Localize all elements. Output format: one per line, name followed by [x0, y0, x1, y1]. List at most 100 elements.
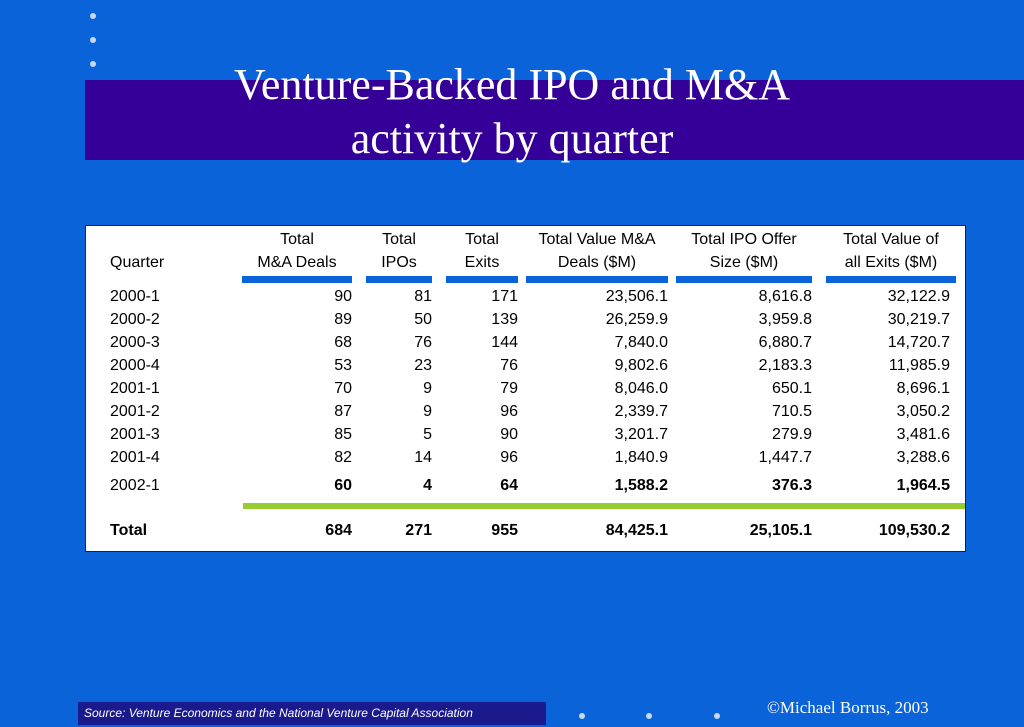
latest-quarter-divider	[243, 503, 965, 509]
header-quarter: Quarter	[110, 254, 165, 271]
decorative-dot	[90, 37, 96, 43]
total-quarter: Total	[110, 522, 148, 539]
header-underline	[242, 276, 352, 283]
cell-total-value-ma: 8,046.0	[614, 380, 668, 397]
cell-total-value-exits: 32,122.9	[887, 288, 950, 305]
cell-total-exits: 171	[491, 288, 518, 305]
cell-total-exits: 139	[491, 311, 518, 328]
header-total-ipos-line1: Total	[382, 231, 416, 248]
decorative-dot	[714, 713, 720, 719]
cell-total-value-ma: 3,201.7	[614, 426, 668, 443]
title-line-2: activity by quarter	[350, 114, 674, 163]
cell-quarter: 2001-2	[110, 403, 160, 420]
header-underline	[366, 276, 432, 283]
header-total-ma-deals-line1: Total	[280, 231, 314, 248]
source-note: Source: Venture Economics and the Nation…	[78, 702, 546, 725]
header-total-ipos-line2: IPOs	[381, 254, 417, 271]
cell-total-ipo-offer: 3,959.8	[758, 311, 812, 328]
cell-total-ipos: 9	[423, 403, 432, 420]
cell-total-value-ma: 1,588.2	[614, 477, 668, 494]
copyright-note: ©Michael Borrus, 2003	[767, 698, 929, 717]
cell-total-ipos: 76	[414, 334, 432, 351]
cell-quarter: 2002-1	[110, 477, 160, 494]
cell-quarter: 2001-3	[110, 426, 160, 443]
cell-total-ipo-offer: 2,183.3	[758, 357, 812, 374]
total-total-value-exits: 109,530.2	[878, 522, 950, 539]
cell-total-ma-deals: 70	[334, 380, 352, 397]
cell-quarter: 2000-4	[110, 357, 160, 374]
cell-total-ipos: 81	[414, 288, 432, 305]
cell-total-ma-deals: 68	[334, 334, 352, 351]
cell-total-ma-deals: 85	[334, 426, 352, 443]
slide-title: Venture-Backed IPO and M&A activity by q…	[0, 58, 1024, 166]
cell-total-value-exits: 3,288.6	[896, 449, 950, 466]
header-underline	[446, 276, 518, 283]
cell-total-value-ma: 26,259.9	[605, 311, 668, 328]
cell-total-exits: 79	[500, 380, 518, 397]
cell-total-value-exits: 30,219.7	[887, 311, 950, 328]
cell-total-exits: 76	[500, 357, 518, 374]
cell-total-ma-deals: 53	[334, 357, 352, 374]
header-total-ma-deals-line2: M&A Deals	[257, 254, 337, 271]
cell-total-value-ma: 23,506.1	[605, 288, 668, 305]
cell-total-ipos: 23	[414, 357, 432, 374]
decorative-dot	[646, 713, 652, 719]
cell-quarter: 2000-3	[110, 334, 160, 351]
decorative-dot	[579, 713, 585, 719]
cell-total-ma-deals: 87	[334, 403, 352, 420]
title-band	[85, 80, 1024, 160]
header-total-exits-line1: Total	[465, 231, 499, 248]
total-total-ma-deals: 684	[325, 522, 352, 539]
cell-total-ipo-offer: 6,880.7	[758, 334, 812, 351]
header-underline	[526, 276, 668, 283]
cell-total-exits: 96	[500, 403, 518, 420]
header-total-value-exits-line1: Total Value of	[843, 231, 939, 248]
cell-total-value-exits: 1,964.5	[896, 477, 950, 494]
cell-total-value-exits: 11,985.9	[888, 357, 950, 374]
cell-total-value-ma: 1,840.9	[614, 449, 668, 466]
cell-total-value-exits: 3,481.6	[896, 426, 950, 443]
cell-total-value-ma: 2,339.7	[614, 403, 668, 420]
cell-total-value-exits: 8,696.1	[896, 380, 950, 397]
cell-total-value-ma: 7,840.0	[614, 334, 668, 351]
cell-total-ma-deals: 82	[334, 449, 352, 466]
cell-total-ipos: 50	[414, 311, 432, 328]
cell-total-value-exits: 3,050.2	[896, 403, 950, 420]
cell-total-ipos: 5	[423, 426, 432, 443]
cell-total-value-exits: 14,720.7	[887, 334, 950, 351]
cell-total-ma-deals: 90	[334, 288, 352, 305]
total-total-ipos: 271	[405, 522, 432, 539]
header-total-value-ma-line1: Total Value M&A	[538, 231, 656, 248]
cell-quarter: 2000-2	[110, 311, 160, 328]
cell-total-exits: 90	[500, 426, 518, 443]
header-total-ipo-offer-line2: Size ($M)	[709, 254, 779, 271]
header-total-value-ma-line2: Deals ($M)	[557, 254, 637, 271]
header-total-ipo-offer-line1: Total IPO Offer	[691, 231, 797, 248]
cell-total-exits: 144	[491, 334, 518, 351]
decorative-dot	[90, 61, 96, 67]
cell-quarter: 2001-4	[110, 449, 160, 466]
header-total-value-exits-line2: all Exits ($M)	[844, 254, 938, 271]
cell-quarter: 2001-1	[110, 380, 160, 397]
cell-total-ipo-offer: 710.5	[771, 403, 812, 420]
header-underline	[826, 276, 956, 283]
header-total-exits-line2: Exits	[464, 254, 500, 271]
cell-total-ipos: 4	[423, 477, 432, 494]
header-underline	[676, 276, 812, 283]
total-total-ipo-offer: 25,105.1	[749, 522, 812, 539]
cell-total-ipo-offer: 8,616.8	[758, 288, 812, 305]
total-total-exits: 955	[491, 522, 518, 539]
cell-total-ipo-offer: 1,447.7	[758, 449, 812, 466]
cell-total-ipos: 14	[414, 449, 432, 466]
exits-table: Quarter Total M&A Deals Total IPOs Total Exits…	[85, 225, 966, 552]
cell-total-ipos: 9	[423, 380, 432, 397]
cell-total-ipo-offer: 376.3	[771, 477, 812, 494]
cell-total-ma-deals: 89	[334, 311, 352, 328]
decorative-dot	[90, 13, 96, 19]
cell-quarter: 2000-1	[110, 288, 160, 305]
cell-total-ipo-offer: 279.9	[771, 426, 812, 443]
cell-total-value-ma: 9,802.6	[614, 357, 668, 374]
cell-total-exits: 96	[500, 449, 518, 466]
cell-total-exits: 64	[500, 477, 518, 494]
cell-total-ipo-offer: 650.1	[771, 380, 812, 397]
